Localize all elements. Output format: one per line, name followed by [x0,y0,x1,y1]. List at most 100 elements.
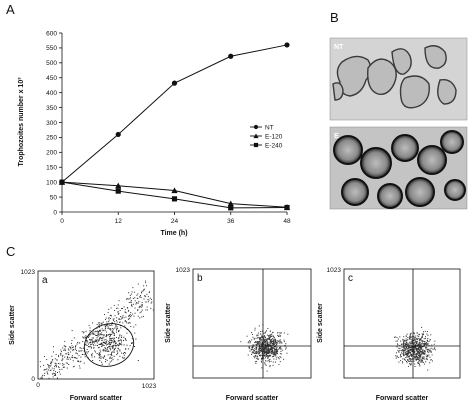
event-dot [279,347,281,349]
event-dot [44,369,46,371]
event-dot [274,345,276,347]
event-dot [274,354,276,356]
event-dot [115,336,117,338]
event-dot [261,353,263,355]
event-dot [423,350,425,352]
event-dot [76,353,78,355]
event-dot [421,340,423,342]
event-dot [273,353,275,355]
event-dot [252,336,254,338]
data-point [284,42,290,48]
event-dot [251,347,253,349]
event-dot [108,308,110,310]
event-dot [263,344,265,346]
event-dot [414,337,416,339]
event-dot [95,344,97,346]
event-dot [115,347,117,349]
event-dot [410,343,412,345]
event-dot [134,300,136,302]
event-dot [255,341,257,343]
event-dot [130,301,132,303]
event-dot [109,336,111,338]
event-dot [286,352,288,354]
event-dot [73,337,75,339]
event-dot [408,351,410,353]
event-dot [257,342,259,344]
event-dot [55,363,57,365]
event-dot [146,285,148,287]
event-dot [256,340,258,342]
event-dot [70,346,72,348]
event-dot [413,347,415,349]
event-dot [118,300,120,302]
event-dot [125,321,127,323]
event-dot [263,338,265,340]
event-dot [269,349,271,351]
y-tick-top-c: 1023 [327,267,342,274]
event-dot [92,360,94,362]
event-dot [139,306,141,308]
event-dot [262,354,264,356]
event-dot [273,344,275,346]
event-dot [131,303,133,305]
event-dot [257,358,259,360]
event-dot [117,307,119,309]
event-dot [105,317,107,319]
event-dot [99,322,101,324]
event-dot [273,340,275,342]
event-dot [269,334,271,336]
event-dot [51,367,53,369]
event-dot [272,335,274,337]
event-dot [409,362,411,364]
event-dot [267,356,269,358]
event-dot [279,348,281,350]
event-dot [279,339,281,341]
event-dot [89,330,91,332]
event-dot [104,319,106,321]
event-dot [270,344,272,346]
event-dot [123,317,125,319]
event-dot [255,341,257,343]
y-axis-label-b: Side scatter [165,303,172,343]
event-dot [418,360,420,362]
event-dot [92,343,94,345]
event-dot [135,338,137,340]
event-dot [258,336,260,338]
event-dot [431,354,433,356]
event-dot [402,358,404,360]
y-tick-label: 200 [46,150,57,157]
event-dot [270,353,272,355]
event-dot [112,330,114,332]
event-dot [402,342,404,344]
event-dot [60,349,62,351]
event-dot [423,331,425,333]
event-dot [109,339,111,341]
event-dot [269,350,271,352]
event-dot [85,337,87,339]
event-dot [410,347,412,349]
micrograph-e: E [329,126,468,210]
event-dot [266,354,268,356]
x-tick-label: 12 [115,218,123,225]
event-dot [98,357,100,359]
event-dot [433,348,435,350]
event-dot [407,365,409,367]
event-dot [271,333,273,335]
event-dot [251,333,253,335]
event-dot [279,340,281,342]
event-dot [83,350,85,352]
event-dot [420,347,422,349]
event-dot [62,358,64,360]
event-dot [48,367,50,369]
event-dot [88,325,90,327]
event-dot [93,342,95,344]
event-dot [54,362,56,364]
event-dot [101,345,103,347]
event-dot [274,341,276,343]
event-dot [263,340,265,342]
event-dot [86,340,88,342]
event-dot [268,335,270,337]
event-dot [413,349,415,351]
event-dot [397,344,399,346]
event-dot [57,362,59,364]
